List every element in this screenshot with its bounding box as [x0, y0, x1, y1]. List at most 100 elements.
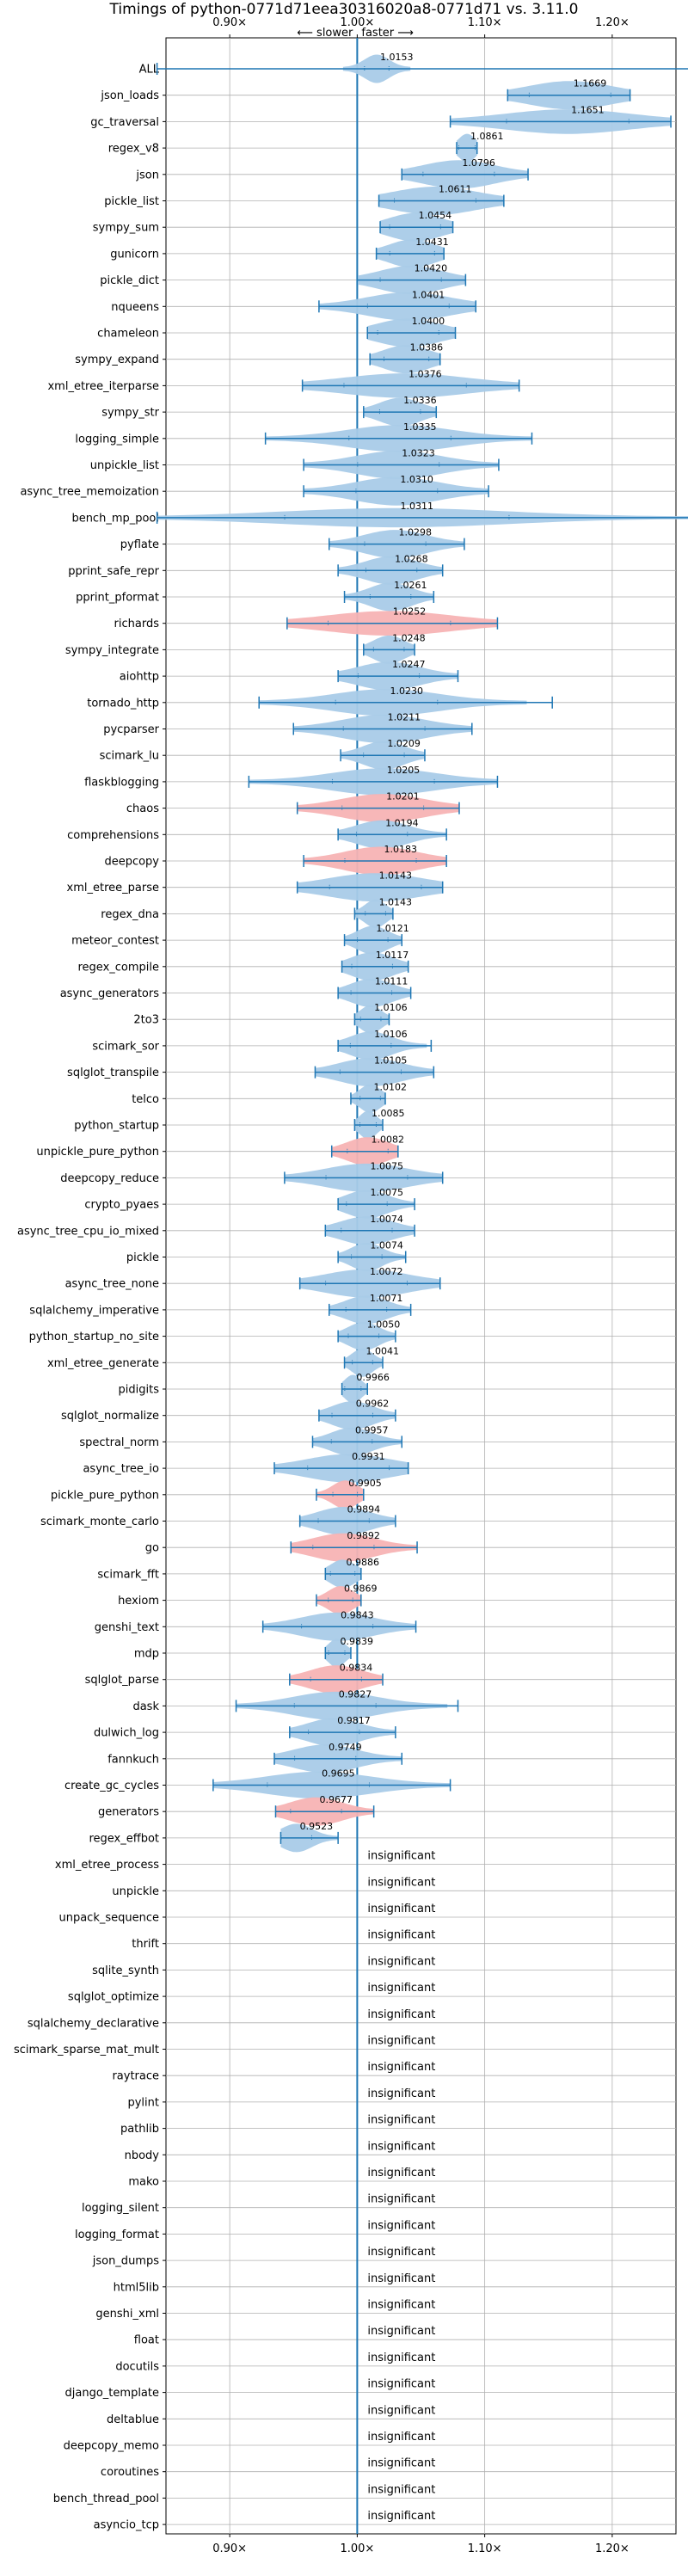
benchmark-label: thrift	[132, 1938, 159, 1951]
mean-label: 1.0075	[370, 1187, 403, 1198]
x-tick-label-top: 1.20×	[595, 16, 630, 29]
mean-label: 0.9892	[347, 1530, 380, 1541]
mean-label: 1.0311	[400, 501, 433, 512]
insignificant-label: insignificant	[367, 2378, 435, 2391]
benchmark-label: docutils	[115, 2360, 159, 2373]
insignificant-label: insignificant	[367, 2510, 435, 2523]
benchmark-label: deepcopy_memo	[64, 2440, 159, 2453]
insignificant-label: insignificant	[367, 1876, 435, 1889]
benchmark-label: asyncio_tcp	[94, 2519, 159, 2532]
insignificant-label: insignificant	[367, 2299, 435, 2312]
x-tick-label-top: 0.90×	[212, 16, 247, 29]
mean-label: 1.0252	[393, 606, 427, 618]
mean-label: 0.9957	[355, 1424, 389, 1436]
x-tick-label-top: 1.10×	[468, 16, 502, 29]
insignificant-label: insignificant	[367, 2087, 435, 2100]
mean-label: 1.0298	[399, 527, 433, 538]
mean-label: 1.0121	[376, 923, 409, 934]
benchmark-label: generators	[98, 1806, 159, 1819]
benchmark-label: gunicorn	[110, 248, 159, 261]
mean-label: 1.0336	[403, 395, 437, 406]
benchmark-label: mdp	[134, 1648, 159, 1661]
benchmark-label: pickle_list	[104, 195, 159, 208]
benchmark-label: dulwich_log	[94, 1727, 159, 1740]
mean-label: 1.0247	[392, 659, 426, 670]
benchmark-label: hexiom	[118, 1595, 159, 1608]
insignificant-label: insignificant	[367, 2219, 435, 2232]
insignificant-label: insignificant	[367, 2404, 435, 2417]
mean-label: 1.0268	[395, 553, 428, 564]
benchmark-label: async_tree_memoization	[20, 486, 159, 499]
mean-label: 1.0201	[386, 791, 420, 802]
mean-label: 1.0796	[462, 157, 495, 169]
benchmark-label: pprint_safe_repr	[68, 565, 159, 578]
benchmark-label: pidigits	[119, 1384, 160, 1397]
benchmark-label: meteor_contest	[71, 935, 159, 948]
mean-label: 0.9966	[356, 1372, 390, 1383]
benchmark-label: python_startup_no_site	[29, 1331, 159, 1343]
mean-label: 0.9839	[341, 1636, 374, 1647]
benchmark-label: django_template	[65, 2387, 159, 2400]
chart-title: Timings of python-0771d71eea30316020a8-0…	[109, 1, 579, 18]
benchmark-label: async_tree_io	[83, 1463, 159, 1476]
benchmark-label: fannkuch	[108, 1753, 159, 1766]
mean-label: 1.0105	[374, 1055, 408, 1067]
benchmark-label: regex_dna	[101, 908, 159, 921]
benchmark-label: dask	[132, 1700, 159, 1713]
mean-label: 0.9886	[346, 1557, 379, 1568]
mean-label: 1.0143	[379, 896, 413, 907]
x-tick-label-bottom: 1.00×	[340, 2542, 374, 2555]
benchmark-label: genshi_text	[95, 1621, 159, 1634]
benchmark-label: richards	[114, 618, 160, 630]
mean-label: 1.0153	[380, 52, 414, 63]
benchmark-label: async_tree_none	[65, 1278, 159, 1291]
benchmark-label: unpickle	[112, 1885, 159, 1898]
benchmark-label: html5lib	[114, 2281, 159, 2294]
x-tick-label-bottom: 1.10×	[468, 2542, 502, 2555]
mean-label: 1.0386	[410, 342, 444, 354]
insignificant-label: insignificant	[367, 2167, 435, 2179]
benchmark-label: async_tree_cpu_io_mixed	[17, 1225, 159, 1238]
benchmark-label: json	[135, 169, 159, 181]
benchmark-label: logging_silent	[82, 2202, 159, 2215]
benchmark-label: deltablue	[107, 2413, 159, 2426]
benchmark-label: sqlalchemy_imperative	[29, 1304, 159, 1317]
benchmark-label: chameleon	[97, 328, 159, 341]
mean-label: 1.0143	[379, 870, 413, 882]
mean-label: 1.0209	[387, 738, 421, 749]
insignificant-label: insignificant	[367, 2272, 435, 2285]
benchmark-label: crypto_pyaes	[84, 1199, 159, 1212]
mean-label: 1.0261	[394, 580, 427, 591]
benchmark-label: pickle_pure_python	[51, 1489, 159, 1502]
benchmark-label: sqlglot_normalize	[61, 1410, 159, 1423]
mean-label: 1.0050	[367, 1319, 401, 1331]
benchmark-label: telco	[132, 1093, 159, 1106]
benchmark-label: sqlite_synth	[92, 1964, 159, 1977]
mean-label: 0.9894	[347, 1504, 381, 1515]
mean-label: 0.9905	[348, 1478, 382, 1489]
benchmark-label: pylint	[127, 2096, 159, 2109]
insignificant-label: insignificant	[367, 2325, 435, 2338]
mean-label: 0.9834	[340, 1663, 373, 1674]
benchmark-label: deepcopy	[104, 856, 159, 869]
benchmark-label: pathlib	[120, 2123, 159, 2136]
insignificant-label: insignificant	[367, 2352, 435, 2364]
benchmark-label: sympy_integrate	[65, 644, 159, 657]
x-tick-label-top: 1.00×	[340, 16, 374, 29]
insignificant-label: insignificant	[367, 2246, 435, 2259]
benchmark-label: sympy_sum	[93, 222, 159, 235]
benchmark-label: logging_simple	[75, 433, 159, 446]
mean-label: 1.0106	[374, 1002, 408, 1013]
insignificant-label: insignificant	[367, 2483, 435, 2496]
x-tick-label-bottom: 1.20×	[595, 2542, 630, 2555]
benchmark-label: sqlglot_optimize	[68, 1991, 159, 2004]
benchmark-label: aiohttp	[120, 671, 159, 684]
benchmark-label: scimark_sparse_mat_mult	[14, 2044, 159, 2056]
mean-label: 1.0376	[408, 368, 442, 379]
benchmark-label: pickle_dict	[100, 274, 159, 287]
benchmark-label: float	[134, 2334, 159, 2347]
mean-label: 1.0072	[370, 1266, 403, 1277]
benchmark-label: sqlglot_parse	[85, 1674, 159, 1687]
benchmark-label: bench_mp_pool	[71, 512, 159, 525]
